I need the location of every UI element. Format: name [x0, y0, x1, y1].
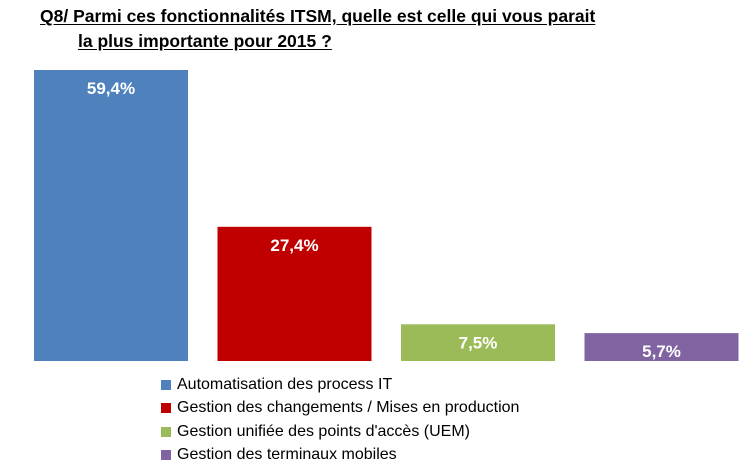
chart-title-line-1: Q8/ Parmi ces fonctionnalités ITSM, quel… [40, 6, 596, 26]
legend-swatch-4 [161, 450, 171, 461]
legend-label-1: Automatisation des process IT [177, 375, 393, 393]
legend-item-4: Gestion des terminaux mobiles [161, 444, 519, 468]
bar-2 [217, 226, 372, 361]
chart-title: Q8/ Parmi ces fonctionnalités ITSM, quel… [40, 4, 740, 54]
bar-1 [34, 70, 188, 361]
legend-item-3: Gestion unifiée des points d'accès (UEM) [161, 420, 519, 444]
bar-3 [401, 324, 555, 361]
legend-swatch-1 [161, 379, 171, 390]
data-label-2: 27,4% [270, 236, 318, 255]
legend-item-1: Automatisation des process IT [161, 373, 519, 397]
chart-legend: Automatisation des process IT Gestion des… [161, 373, 519, 467]
legend-item-2: Gestion des changements / Mises en produ… [161, 397, 519, 421]
chart-title-line-2: la plus importante pour 2015 ? [78, 31, 332, 51]
legend-label-2: Gestion des changements / Mises en produ… [177, 399, 520, 417]
legend-swatch-3 [161, 426, 171, 437]
legend-label-4: Gestion des terminaux mobiles [177, 446, 397, 464]
legend-label-3: Gestion unifiée des points d'accès (UEM) [177, 422, 470, 440]
data-label-4: 5,7% [642, 342, 681, 361]
legend-swatch-2 [161, 403, 171, 414]
bar-4 [584, 333, 739, 361]
data-label-3: 7,5% [459, 333, 498, 352]
data-label-1: 59,4% [87, 79, 135, 98]
